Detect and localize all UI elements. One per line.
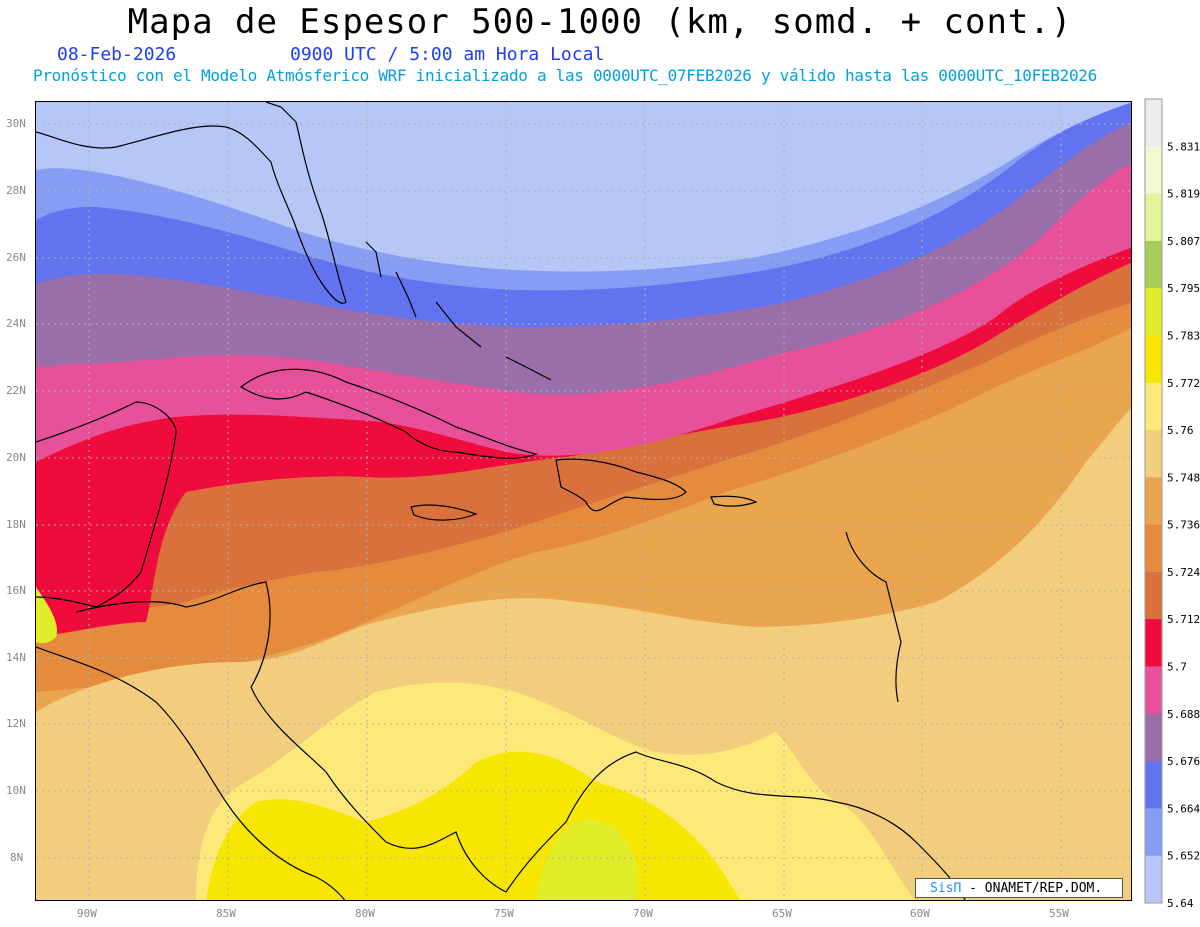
lon-label-65w: 65W [772,907,792,920]
lat-label-18n: 18N [6,518,26,531]
colorbar-label: 5.664 [1167,802,1200,815]
lat-label-12n: 12N [6,717,26,730]
lon-label-80w: 80W [355,907,375,920]
colorbar-label: 5.7 [1167,661,1187,674]
colorbar-border [1144,98,1163,904]
colorbar-label: 5.724 [1167,566,1200,579]
map-canvas [36,102,1131,900]
colorbar-swatch [1145,146,1162,195]
colorbar-swatch [1145,477,1162,526]
colorbar-swatch [1145,382,1162,431]
credit-box: SisΠ - ONAMET/REP.DOM. [915,878,1123,898]
sis-logo: SisΠ [930,881,962,896]
colorbar-label: 5.652 [1167,850,1200,863]
credit-org: - ONAMET/REP.DOM. [961,881,1103,896]
bahamas [365,241,552,381]
colorbar-label: 5.76 [1167,424,1194,437]
forecast-time: 0900 UTC / 5:00 am Hora Local [290,44,605,65]
colorbar-label: 5.748 [1167,471,1200,484]
map-title: Mapa de Espesor 500-1000 (km, somd. + co… [127,2,1073,42]
lat-label-10n: 10N [6,784,26,797]
lat-label-16n: 16N [6,584,26,597]
lat-labels: 30N 28N 26N 24N 22N 20N 18N 16N 14N 12N … [6,117,26,864]
lat-label-28n: 28N [6,184,26,197]
south-america-coast [505,751,966,900]
lon-label-90w: 90W [77,907,97,920]
lat-label-26n: 26N [6,251,26,264]
lat-label-8n: 8N [10,851,23,864]
colorbar-swatch [1145,855,1162,904]
colorbar-swatch [1145,288,1162,336]
band-5640 [36,102,1131,272]
colorbar-swatch [1145,761,1162,809]
colorbar-label: 5.783 [1167,329,1200,342]
colorbar-label: 5.831 [1167,140,1200,153]
lon-label-60w: 60W [910,907,930,920]
colorbar-label: 5.688 [1167,708,1200,721]
lon-label-85w: 85W [216,907,236,920]
colorbar-swatch [1145,808,1162,857]
lat-label-14n: 14N [6,651,26,664]
colorbar-swatch [1145,99,1162,147]
colorbar-label: 5.64 [1167,897,1194,910]
colorbar-label: 5.712 [1167,613,1200,626]
colorbar-swatch [1145,430,1162,478]
colorbar-label: 5.819 [1167,188,1200,201]
cuba-coast [239,368,538,459]
coastlines [36,102,966,900]
colorbar-swatch [1145,524,1162,573]
band-5783 [36,587,639,900]
colorbar-swatch [1145,571,1162,620]
colorbar-swatch [1145,240,1162,289]
lat-label-24n: 24N [6,317,26,330]
colorbar-label: 5.736 [1167,519,1200,532]
hispaniola-coast [555,458,687,512]
central-america-coast [75,581,507,893]
model-info: Pronóstico con el Modelo Atmósferico WRF… [33,66,1097,85]
colorbar-label: 5.772 [1167,377,1200,390]
colorbar-label: 5.676 [1167,755,1200,768]
colorbar: 5.831 5.819 5.807 5.795 5.783 5.772 5.76 5.748 5… [1144,98,1200,910]
colorbar-swatch [1145,713,1162,762]
forecast-date: 08-Feb-2026 [57,44,177,65]
pacific-coast [36,646,346,900]
lon-label-70w: 70W [633,907,653,920]
lon-label-55w: 55W [1049,907,1069,920]
lat-label-22n: 22N [6,384,26,397]
lesser-antilles [845,531,902,703]
colorbar-swatch [1145,666,1162,715]
colorbar-label: 5.807 [1167,235,1200,248]
lat-lon-grid [36,102,1131,900]
florida-coast [36,102,347,304]
thickness-map [35,101,1132,901]
jamaica-coast [410,504,478,521]
colorbar-label: 5.795 [1167,282,1200,295]
lat-label-20n: 20N [6,451,26,464]
lon-label-75w: 75W [494,907,514,920]
lon-labels: 90W 85W 80W 75W 70W 65W 60W 55W [77,907,1069,920]
colorbar-swatch [1145,193,1162,242]
lat-label-30n: 30N [6,117,26,130]
puerto-rico-coast [710,495,758,507]
colorbar-swatch [1145,619,1162,668]
colorbar-swatch [1145,335,1162,384]
